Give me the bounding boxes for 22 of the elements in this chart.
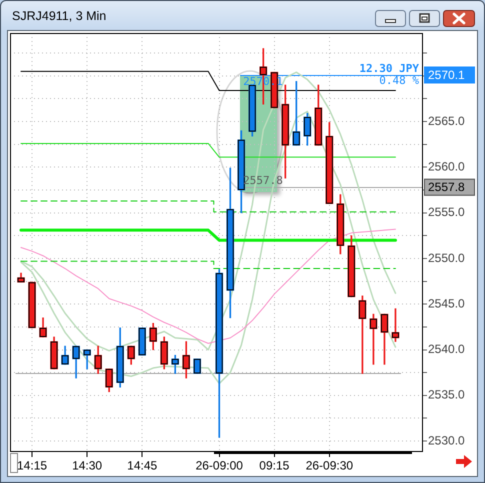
y-tick-label: 2550.0 [428,250,466,265]
annotation: 12.30 JPY [359,62,420,75]
y-tick-label: 2560.0 [428,160,466,174]
candlestick [392,308,400,342]
text: 2557.8 [428,180,465,194]
text: 2570.1 [428,68,465,82]
y-tick-label: 2530.0 [428,433,466,448]
y-tick-label: 2535.0 [428,388,466,402]
x-tick-label: 14:45 [127,458,158,473]
annotation: 0.48 % [379,74,420,87]
x-tick-label: 14:15 [17,458,48,473]
y-tick-label: 2545.0 [428,296,466,310]
candlestick [358,296,366,374]
candlestick [370,314,378,365]
x-tick-label: 26-09:00 [196,458,244,473]
y-tick-label: 2555.0 [428,205,466,220]
y-tick-label: 2565.0 [428,114,466,128]
y-tick-label: 2540.0 [428,342,466,356]
x-tick-label: 26-09:30 [306,458,354,473]
chart-title: SJRJ4911, 3 Min [12,9,106,24]
x-tick-label: 14:30 [72,458,102,473]
x-tick-label: 09:15 [259,458,290,473]
